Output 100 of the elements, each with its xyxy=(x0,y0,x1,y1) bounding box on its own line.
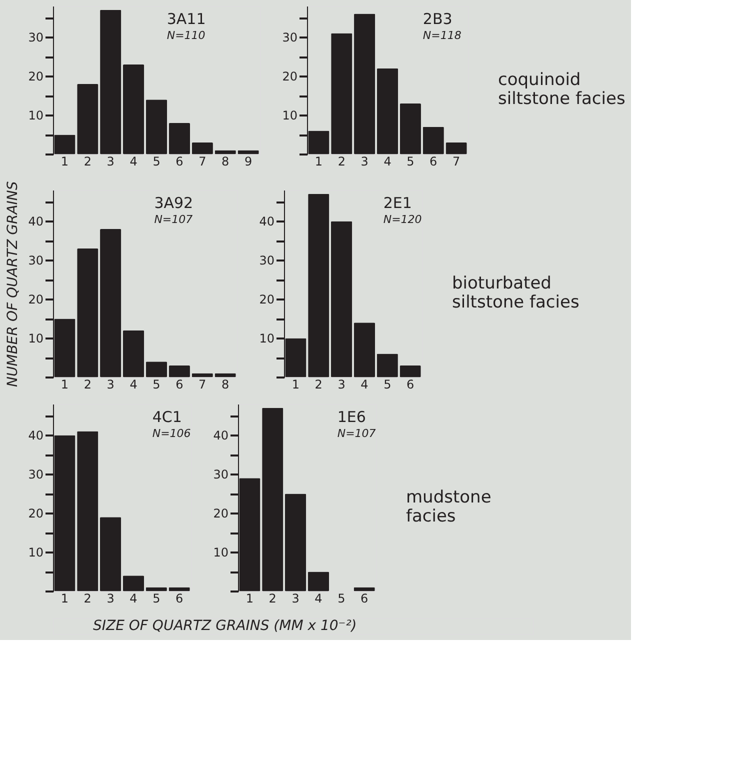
y-tick-label: 10 xyxy=(259,332,274,346)
x-tick-label: 6 xyxy=(176,154,184,169)
x-tick-label: 8 xyxy=(221,378,230,392)
x-tick-label: 7 xyxy=(452,154,460,169)
y-tick-label: 30 xyxy=(28,254,44,268)
x-tick-label: 4 xyxy=(130,378,138,392)
bar xyxy=(354,322,376,378)
y-tick-label: 20 xyxy=(282,70,298,84)
x-tick-label: 2 xyxy=(268,592,276,606)
x-tick-label: 1 xyxy=(246,592,254,606)
y-tick-label: 40 xyxy=(28,428,44,443)
x-tick-label: 8 xyxy=(222,154,230,169)
y-tick-label: 40 xyxy=(28,214,44,229)
x-tick-label: 5 xyxy=(152,378,160,392)
bar xyxy=(122,330,144,378)
x-tick-label: 9 xyxy=(244,154,252,169)
bar xyxy=(168,123,190,154)
x-tick-label: 1 xyxy=(60,592,69,606)
bar xyxy=(330,221,352,378)
y-axis-title: NUMBER OF QUARTZ GRAINS xyxy=(5,181,22,387)
text: N=107 xyxy=(337,427,376,440)
x-axis-title: SIZE OF QUARTZ GRAINS (MM x 10⁻²) xyxy=(93,618,357,634)
x-tick-label: 5 xyxy=(152,592,160,606)
y-tick-label: 20 xyxy=(28,506,44,521)
bar xyxy=(122,576,144,592)
bar xyxy=(262,408,284,592)
y-tick-label: 30 xyxy=(28,30,44,45)
x-tick-label: 3 xyxy=(292,592,300,606)
chart-title: 3A92 xyxy=(154,194,194,212)
x-tick-label: 6 xyxy=(176,378,184,392)
x-tick-label: 4 xyxy=(130,592,138,606)
bar xyxy=(168,366,190,378)
bar xyxy=(284,494,306,592)
y-tick-label: 10 xyxy=(282,108,298,123)
y-tick-label: 10 xyxy=(28,108,44,123)
bar xyxy=(146,362,168,378)
x-tick-label: 1 xyxy=(60,378,69,392)
x-tick-label: 4 xyxy=(130,154,138,169)
bar xyxy=(308,194,330,378)
x-tick-label: 2 xyxy=(84,378,92,392)
bar xyxy=(122,64,144,154)
x-tick-label: 6 xyxy=(360,592,368,606)
y-tick-label: 10 xyxy=(28,546,44,560)
x-tick-label: 3 xyxy=(360,154,368,169)
bar xyxy=(100,10,122,154)
x-tick-label: 5 xyxy=(406,154,414,169)
x-tick-label: 5 xyxy=(338,592,346,606)
bar xyxy=(446,142,467,154)
text: N=107 xyxy=(154,213,193,226)
bar xyxy=(100,517,122,592)
x-tick-label: 5 xyxy=(384,378,392,392)
bar xyxy=(376,354,398,378)
bar xyxy=(146,100,168,154)
y-tick-label: 30 xyxy=(282,30,298,45)
y-tick-label: 40 xyxy=(213,428,228,443)
x-tick-label: 6 xyxy=(406,378,414,392)
bar xyxy=(77,248,98,378)
x-tick-label: 4 xyxy=(384,154,392,169)
x-tick-label: 2 xyxy=(338,154,346,169)
y-tick-label: 40 xyxy=(259,214,274,229)
y-tick-label: 10 xyxy=(213,546,228,560)
x-tick-label: 2 xyxy=(84,592,92,606)
chart-title: 2E1 xyxy=(383,194,412,212)
x-tick-label: 7 xyxy=(198,378,206,392)
y-tick-label: 30 xyxy=(213,468,228,482)
bar xyxy=(192,142,213,154)
x-tick-label: 1 xyxy=(292,378,300,392)
bar xyxy=(77,84,98,154)
x-tick-label: 3 xyxy=(338,378,346,392)
y-tick-label: 10 xyxy=(28,332,44,346)
bar xyxy=(77,431,98,592)
text: N=118 xyxy=(422,29,462,42)
x-tick-label: 3 xyxy=(106,378,114,392)
x-tick-label: 4 xyxy=(360,378,368,392)
bar xyxy=(400,104,421,154)
text: bioturbated siltstone facies xyxy=(452,274,580,313)
x-tick-label: 3 xyxy=(106,154,114,169)
x-tick-label: 7 xyxy=(198,154,206,169)
text: N=106 xyxy=(152,427,191,440)
x-tick-label: 2 xyxy=(314,378,322,392)
text: coquinoid siltstone facies xyxy=(498,70,626,110)
bar xyxy=(354,14,376,154)
x-tick-label: 6 xyxy=(430,154,438,169)
y-tick-label: 20 xyxy=(259,292,274,307)
x-tick-label: 1 xyxy=(60,154,69,169)
chart-title: 2B3 xyxy=(422,10,452,28)
bar xyxy=(308,572,330,592)
x-tick-label: 4 xyxy=(314,592,322,606)
text: mudstone facies xyxy=(406,488,492,527)
x-tick-label: 6 xyxy=(175,592,184,606)
x-tick-label: 2 xyxy=(84,154,92,169)
text: N=120 xyxy=(383,213,422,226)
x-tick-label: 3 xyxy=(106,592,114,606)
y-tick-label: 20 xyxy=(28,292,44,307)
y-tick-label: 20 xyxy=(28,70,44,84)
y-tick-label: 20 xyxy=(213,506,228,521)
chart-title: 3A11 xyxy=(166,10,206,28)
bar xyxy=(376,68,398,154)
chart-title: 4C1 xyxy=(152,408,182,426)
x-tick-label: 1 xyxy=(314,154,323,169)
